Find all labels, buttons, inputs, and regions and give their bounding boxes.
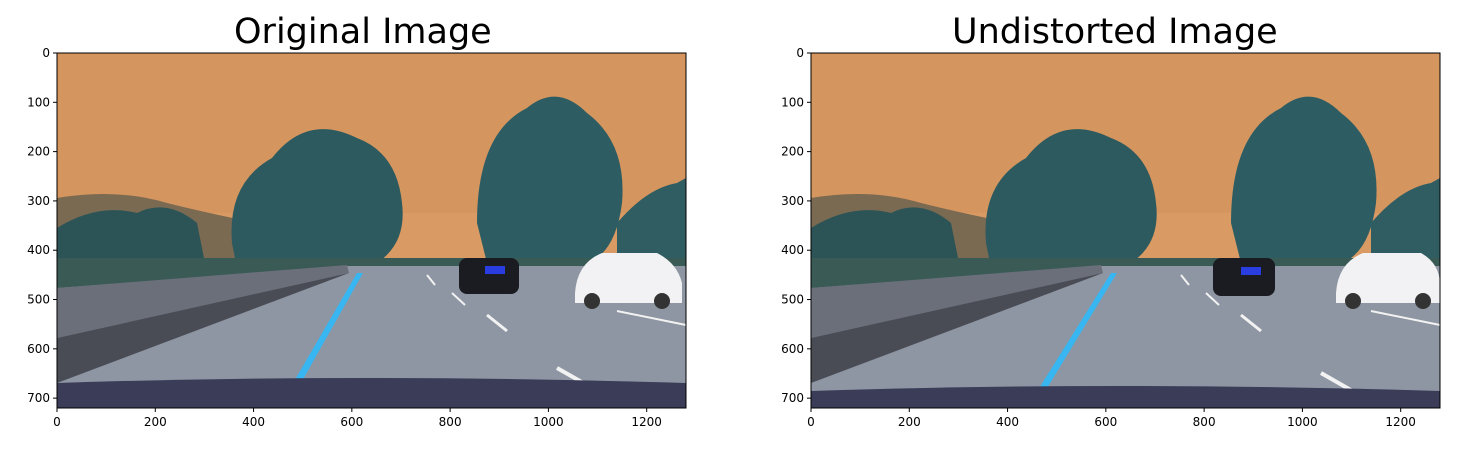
x-tick-label: 800 xyxy=(439,415,462,429)
x-tick-label: 1200 xyxy=(1385,415,1416,429)
axes-original: 0 200 400 600 800 1000 1200 0 100 200 300 400 500 60… xyxy=(27,46,687,429)
x-tick-label: 600 xyxy=(1094,415,1117,429)
x-tick-label: 1000 xyxy=(1287,415,1318,429)
y-tick-label: 600 xyxy=(27,342,50,356)
y-tick-label: 400 xyxy=(781,243,804,257)
x-axis-ticks: 0 200 400 600 800 1000 1200 xyxy=(53,408,662,429)
road-image xyxy=(57,53,687,408)
y-tick-label: 500 xyxy=(781,293,804,307)
y-tick-label: 500 xyxy=(27,293,50,307)
x-tick-label: 200 xyxy=(144,415,167,429)
y-tick-label: 100 xyxy=(781,95,804,109)
road-image xyxy=(811,53,1441,408)
x-tick-label: 400 xyxy=(996,415,1019,429)
x-tick-label: 0 xyxy=(807,415,815,429)
y-tick-label: 300 xyxy=(27,194,50,208)
x-tick-label: 0 xyxy=(53,415,61,429)
figure-title: Undistorted Image xyxy=(952,12,1278,52)
x-axis-ticks: 0 200 400 600 800 1000 1200 xyxy=(807,408,1416,429)
x-tick-label: 1000 xyxy=(533,415,564,429)
y-axis-ticks: 0 100 200 300 400 500 600 700 xyxy=(781,46,811,405)
y-tick-label: 300 xyxy=(781,194,804,208)
y-tick-label: 400 xyxy=(27,243,50,257)
x-tick-label: 400 xyxy=(242,415,265,429)
figure-undistorted: Undistorted Image xyxy=(755,0,1471,460)
y-tick-label: 700 xyxy=(781,391,804,405)
x-tick-label: 1200 xyxy=(631,415,662,429)
y-tick-label: 200 xyxy=(27,145,50,159)
y-axis-ticks: 0 100 200 300 400 500 600 700 xyxy=(27,46,57,405)
y-tick-label: 100 xyxy=(27,95,50,109)
axes-undistorted: 0 200 400 600 800 1000 1200 0 100 200 300 400 500 60… xyxy=(781,46,1441,429)
x-tick-label: 800 xyxy=(1193,415,1216,429)
y-tick-label: 600 xyxy=(781,342,804,356)
figure-title: Original Image xyxy=(234,12,492,52)
x-tick-label: 600 xyxy=(340,415,363,429)
y-tick-label: 200 xyxy=(781,145,804,159)
x-tick-label: 200 xyxy=(898,415,921,429)
figure-original: Original Image xyxy=(0,0,735,460)
y-tick-label: 0 xyxy=(42,46,50,60)
y-tick-label: 700 xyxy=(27,391,50,405)
y-tick-label: 0 xyxy=(796,46,804,60)
